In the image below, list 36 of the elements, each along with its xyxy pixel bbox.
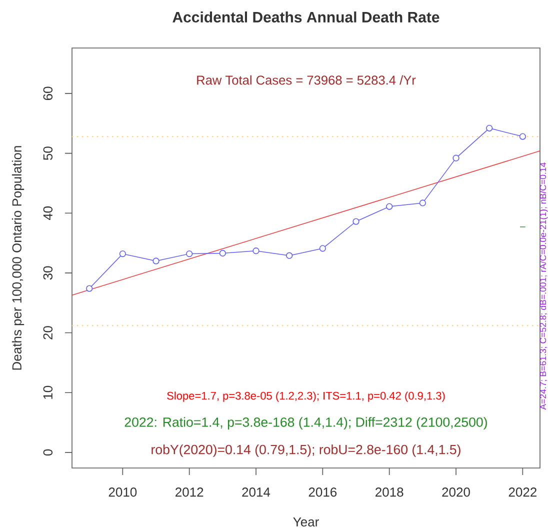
point (352, 218, 360, 225)
point (386, 203, 393, 210)
y-tick-label: 10 (43, 386, 52, 399)
annotation: 2022: Ratio=1.4, p=3.8e-168 (1.4,1.4); Diff=2312 (2100,2500) (124, 417, 487, 430)
y-tick-label: 40 (43, 206, 52, 220)
x-tick-label: 2014 (242, 488, 270, 497)
y-tick-label: 20 (43, 326, 52, 340)
point (219, 250, 226, 257)
x-tick-label: 2016 (308, 488, 337, 497)
x-tick-label: 2020 (442, 488, 470, 497)
x-tick-label: 2022 (508, 488, 536, 497)
x-tick-label: 2018 (376, 488, 404, 497)
annotation: Raw Total Cases = 73968 = 5283.4 /Yr (197, 75, 416, 85)
point (152, 258, 160, 264)
chart-title: Accidental Deaths Annual Death Rate (172, 11, 440, 22)
y-tick-label: 30 (43, 266, 52, 280)
y-tick-label: 0 (43, 449, 52, 456)
y-axis-title: Deaths per 100,000 Ontario Population (12, 146, 24, 370)
x-tick-label: 2010 (108, 488, 137, 497)
x-axis-title: Year (293, 517, 319, 527)
point (519, 133, 526, 140)
point (452, 154, 460, 162)
annotation: Slope=1.7, p=3.8e-05 (1.2,2.3); ITS=1.1, p=0.42 (0.9,1.3) (167, 392, 445, 402)
point (286, 252, 293, 259)
point (186, 250, 193, 258)
point (119, 250, 126, 258)
y-tick-label: 60 (43, 86, 52, 100)
x-tick-label: 2012 (176, 488, 204, 497)
point (486, 124, 493, 132)
point (252, 248, 260, 254)
annotation: A=24.7; B=61.3; C=52.8; dB=.001; rA/C=0.0e-21(1); nB/C=0.14 (540, 162, 548, 410)
annotation: robY(2020)=0.14 (0.79,1.5); robU=2.8e-160 (1.4,1.5) (152, 444, 460, 457)
point (319, 245, 326, 252)
point (419, 200, 426, 206)
y-tick-label: 50 (43, 146, 52, 160)
point (86, 285, 93, 292)
